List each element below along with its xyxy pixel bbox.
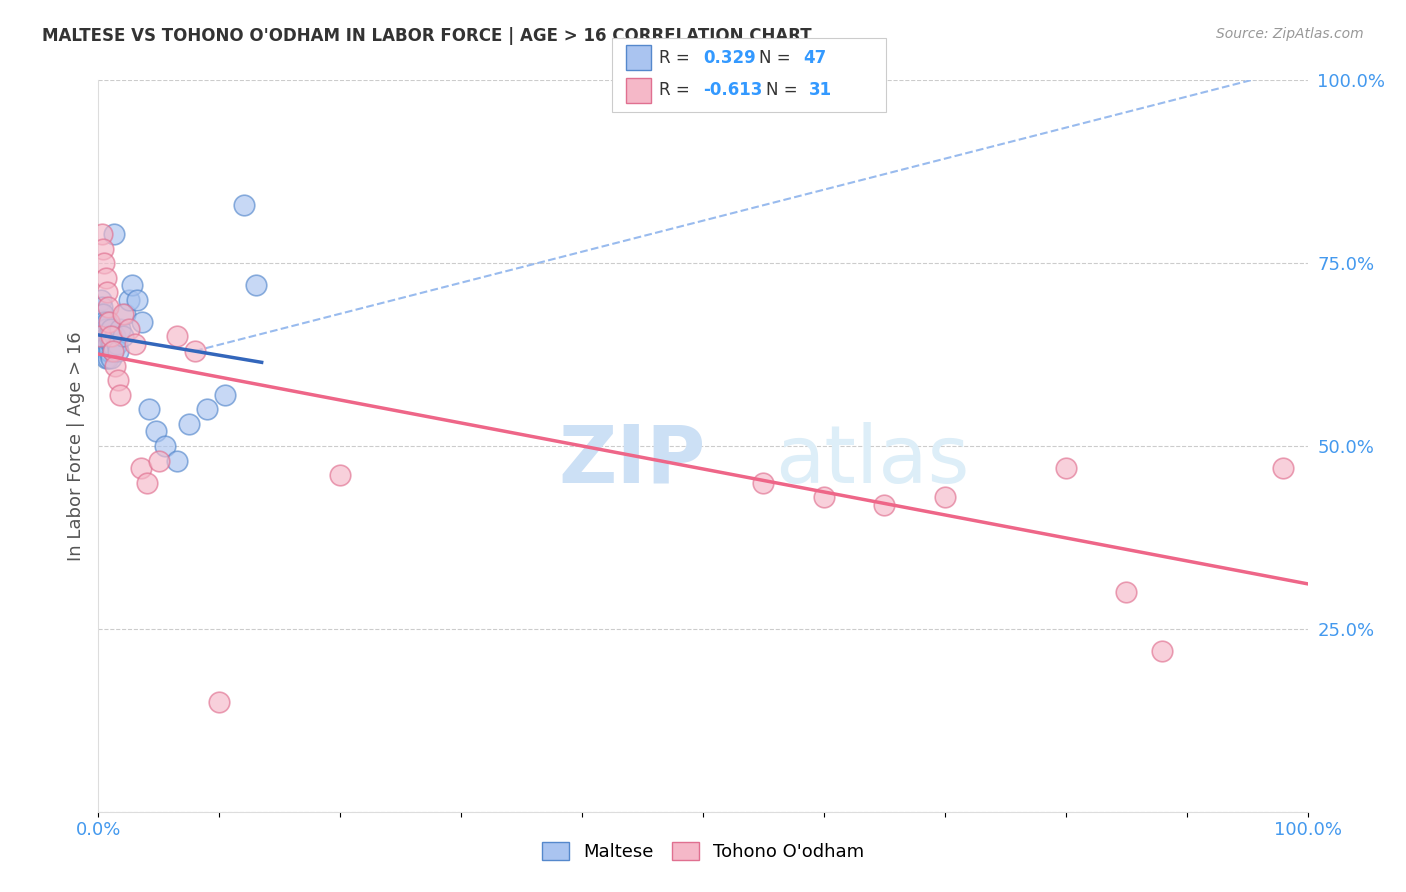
Point [1115,585,1137,599]
Point [108,388,131,402]
Point [100,322,122,336]
Point [94,270,117,285]
Point [166,329,188,343]
Point [329,468,352,483]
Point [89,322,111,336]
Point [97,351,120,366]
Point [91,329,114,343]
Point [111,307,134,321]
Point [91,315,114,329]
Point [1272,461,1295,475]
Point [104,329,127,343]
Text: MALTESE VS TOHONO O'ODHAM IN LABOR FORCE | AGE > 16 CORRELATION CHART: MALTESE VS TOHONO O'ODHAM IN LABOR FORCE… [42,27,811,45]
Y-axis label: In Labor Force | Age > 16: In Labor Force | Age > 16 [66,331,84,561]
Text: N =: N = [766,81,803,99]
Point [131,315,153,329]
Point [208,695,231,709]
Point [129,461,152,475]
Point [166,453,188,467]
Point [93,315,115,329]
Point [97,336,120,351]
Point [124,336,146,351]
Point [118,322,141,336]
Point [108,322,131,336]
Point [114,307,136,321]
Point [107,373,129,387]
Point [90,293,112,307]
Point [184,343,207,358]
Point [91,322,114,336]
Point [94,336,117,351]
Point [96,285,118,300]
Text: 0.329: 0.329 [703,49,756,67]
Point [96,329,118,343]
Point [100,351,122,366]
Point [104,359,127,373]
Point [91,336,114,351]
Point [214,388,236,402]
Point [91,227,114,241]
Point [1152,644,1174,658]
Point [96,343,118,358]
Point [148,453,170,467]
Point [93,256,115,270]
Text: R =: R = [659,49,696,67]
Point [138,402,160,417]
Point [873,498,896,512]
Text: 47: 47 [803,49,827,67]
Point [96,315,118,329]
Point [232,197,254,211]
Point [111,329,134,343]
Point [127,293,149,307]
Point [100,329,122,343]
Text: atlas: atlas [776,422,970,500]
Point [179,417,201,431]
Point [107,343,129,358]
Point [245,278,267,293]
Point [195,402,218,417]
Point [752,475,775,490]
Text: N =: N = [759,49,796,67]
Point [91,307,114,321]
Point [94,351,117,366]
Point [101,343,124,358]
Legend: Maltese, Tohono O'odham: Maltese, Tohono O'odham [534,835,872,869]
Point [98,343,121,358]
Text: R =: R = [659,81,696,99]
Point [145,425,167,439]
Point [98,329,121,343]
Point [101,343,124,358]
Point [105,336,128,351]
Point [100,336,122,351]
Point [813,490,835,504]
Point [97,300,120,314]
Text: 31: 31 [808,81,831,99]
Point [90,307,112,321]
Point [153,439,176,453]
Point [1054,461,1077,475]
Point [100,336,122,351]
Point [103,227,125,241]
Point [121,278,143,293]
Point [135,475,157,490]
Text: ZIP: ZIP [558,422,706,500]
Point [91,242,114,256]
Point [94,322,117,336]
Point [934,490,956,504]
Point [118,293,141,307]
Text: -0.613: -0.613 [703,81,762,99]
Point [93,343,115,358]
Point [98,315,121,329]
Point [93,329,115,343]
Point [91,300,114,314]
Text: Source: ZipAtlas.com: Source: ZipAtlas.com [1216,27,1364,41]
Point [89,329,111,343]
